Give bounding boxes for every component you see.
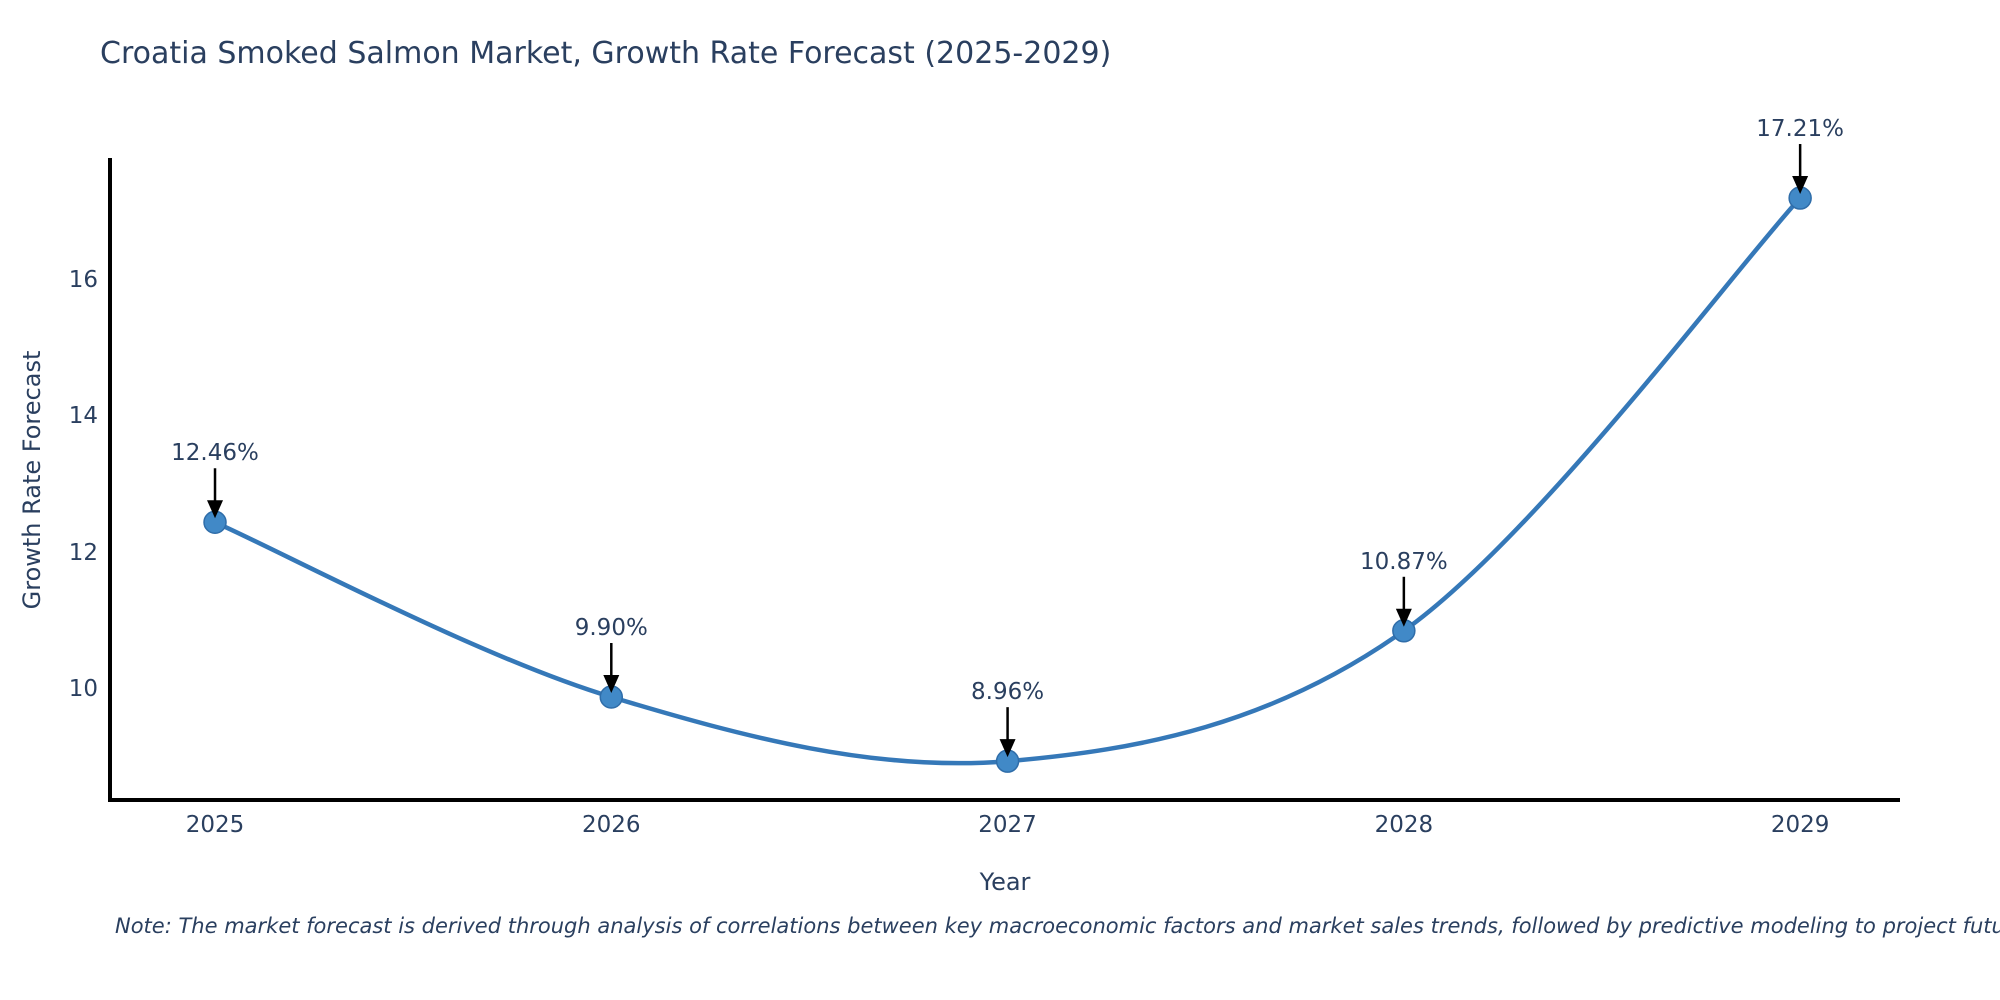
annotation-arrowhead-icon [603,674,620,693]
x-tick-label: 2027 [978,812,1037,838]
annotation-arrowhead-icon [1395,608,1412,627]
data-point-value-label: 9.90% [574,614,648,641]
y-tick-label: 14 [68,403,98,430]
y-axis-title: Growth Rate Forecast [18,350,46,610]
annotation-arrowhead-icon [999,739,1016,758]
x-tick-label: 2029 [1770,812,1830,838]
annotation-arrowhead-icon [207,500,224,519]
y-tick-label: 10 [68,676,98,703]
data-point-value-label: 17.21% [1756,116,1844,143]
chart-title: Croatia Smoked Salmon Market, Growth Rat… [100,36,1112,71]
forecast-line-series [214,196,1802,766]
x-tick-label: 2026 [582,812,641,838]
data-point-value-label: 10.87% [1359,548,1448,575]
data-point-value-label: 8.96% [971,679,1045,706]
y-tick-label: 12 [68,539,98,566]
annotation-arrowhead-icon [1792,176,1809,195]
data-point-value-label: 12.46% [171,440,259,467]
y-tick-label: 16 [68,266,98,293]
footnote: Note: The market forecast is derived thr… [115,914,2000,938]
x-tick-label: 2028 [1374,812,1434,838]
x-axis-title: Year [979,868,1031,896]
x-tick-label: 2025 [185,812,245,838]
